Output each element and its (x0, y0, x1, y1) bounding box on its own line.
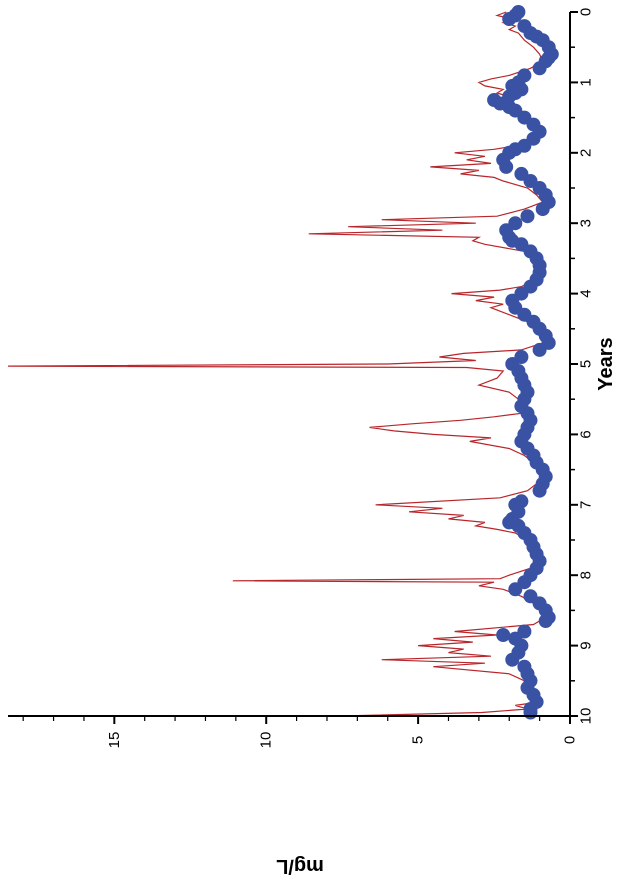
x-axis-ticks: 0 1 2 3 4 5 6 7 8 9 10 (570, 8, 595, 725)
data-point (532, 483, 547, 498)
data-point (532, 342, 547, 357)
data-point (508, 582, 523, 597)
data-point (520, 209, 535, 224)
x-tick-label: 4 (578, 289, 595, 297)
data-point (502, 12, 517, 26)
y-axis-ticks: 0 5 10 15 (22, 716, 579, 749)
y-tick-label: 10 (258, 732, 275, 749)
axes: 0 1 2 3 4 5 6 7 8 9 10 0 5 10 15 (8, 8, 595, 749)
data-point (523, 705, 538, 720)
data-point (496, 628, 511, 642)
y-axis-title: mg/L (276, 855, 324, 877)
data-point (499, 159, 514, 174)
x-tick-label: 0 (578, 8, 595, 16)
x-tick-label: 8 (578, 571, 595, 579)
x-tick-label: 1 (578, 78, 595, 86)
plot-area (7, 5, 559, 720)
x-tick-label: 9 (578, 641, 595, 649)
x-tick-label: 10 (578, 708, 595, 725)
data-point (535, 202, 550, 217)
y-tick-label: 15 (106, 732, 123, 749)
x-tick-label: 6 (578, 430, 595, 438)
series-line (7, 11, 547, 717)
x-tick-label: 7 (578, 501, 595, 509)
data-point (538, 614, 553, 628)
y-tick-label: 0 (562, 736, 579, 744)
x-tick-label: 3 (578, 219, 595, 227)
x-tick-label: 2 (578, 149, 595, 157)
y-tick-label: 5 (410, 736, 427, 744)
data-point (505, 652, 520, 667)
x-tick-label: 5 (578, 360, 595, 368)
x-axis-title: Years (595, 337, 617, 390)
data-point (532, 61, 547, 76)
